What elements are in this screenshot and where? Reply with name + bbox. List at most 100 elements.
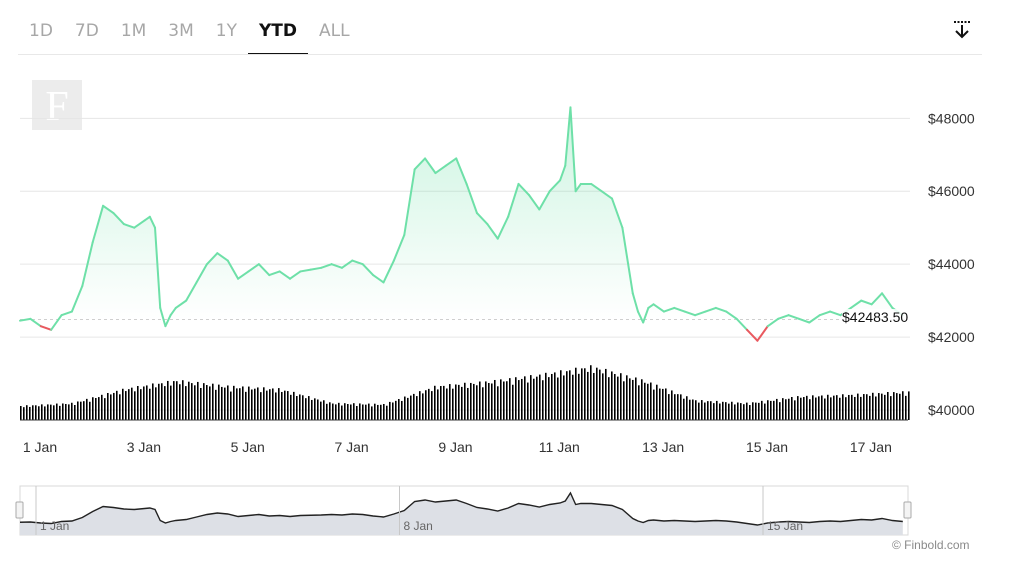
volume-bar bbox=[443, 385, 445, 420]
volume-bar bbox=[269, 389, 271, 420]
price-line-segment bbox=[195, 263, 208, 284]
volume-bar bbox=[743, 404, 745, 420]
price-line-segment bbox=[351, 259, 364, 266]
price-line-segment bbox=[320, 263, 333, 269]
volume-bar bbox=[47, 404, 49, 420]
volume-bar bbox=[887, 391, 889, 420]
volume-bar bbox=[188, 381, 190, 420]
navigator-area bbox=[20, 493, 903, 535]
price-line-segment bbox=[475, 212, 489, 226]
volume-bar bbox=[626, 375, 628, 420]
tab-all[interactable]: ALL bbox=[319, 21, 350, 41]
volume-bar bbox=[272, 388, 274, 420]
volume-bar bbox=[383, 403, 385, 420]
volume-bar bbox=[653, 389, 655, 420]
volume-bar bbox=[554, 372, 556, 420]
volume-bar bbox=[494, 379, 496, 420]
volume-bar bbox=[437, 389, 439, 420]
volume-bar bbox=[596, 367, 598, 420]
volume-bar bbox=[131, 387, 133, 420]
volume-bar bbox=[689, 399, 691, 420]
download-icon[interactable] bbox=[950, 18, 974, 42]
price-line-segment bbox=[205, 252, 219, 266]
volume-bar bbox=[428, 388, 430, 420]
volume-bar bbox=[146, 385, 148, 420]
volume-bar bbox=[485, 381, 487, 420]
volume-bar bbox=[377, 404, 379, 420]
price-line-segment bbox=[642, 306, 650, 324]
volume-bar bbox=[59, 405, 61, 420]
volume-bar bbox=[32, 405, 34, 420]
price-line-segment bbox=[148, 215, 157, 229]
volume-bar bbox=[836, 395, 838, 420]
volume-bar bbox=[464, 382, 466, 420]
volume-bar bbox=[458, 384, 460, 420]
volume-bar bbox=[893, 392, 895, 420]
price-line-segment bbox=[159, 306, 167, 328]
tab-3m[interactable]: 3M bbox=[168, 21, 194, 41]
volume-bar bbox=[197, 381, 199, 420]
volume-bar bbox=[335, 404, 337, 420]
volume-bar bbox=[677, 394, 679, 420]
volume-bar bbox=[824, 398, 826, 420]
navigator-line bbox=[19, 491, 903, 526]
x-tick-label: 15 Jan bbox=[746, 439, 788, 455]
volume-bar bbox=[281, 391, 283, 420]
volume-bar bbox=[515, 377, 517, 420]
volume-bar bbox=[758, 402, 760, 420]
volume-bar bbox=[686, 396, 688, 420]
volume-bar bbox=[53, 405, 55, 420]
volume-bar bbox=[353, 403, 355, 420]
volume-bar bbox=[326, 403, 328, 420]
tab-1m[interactable]: 1M bbox=[120, 21, 147, 41]
volume-bar bbox=[788, 398, 790, 420]
y-tick-label: $48000 bbox=[928, 110, 975, 126]
volume-bar bbox=[176, 381, 178, 420]
volume-bar bbox=[80, 401, 82, 420]
volume-bar bbox=[497, 386, 499, 420]
volume-bar bbox=[704, 402, 706, 420]
volume-bar bbox=[587, 371, 589, 420]
volume-bar bbox=[119, 394, 121, 420]
volume-bar bbox=[35, 405, 37, 420]
price-line-segment bbox=[50, 314, 63, 331]
volume-bar bbox=[650, 382, 652, 420]
volume-bar bbox=[908, 391, 910, 420]
price-line-segment bbox=[662, 306, 676, 313]
volume-bar bbox=[413, 393, 415, 420]
volume-bar bbox=[752, 402, 754, 420]
volume-bar bbox=[29, 406, 31, 420]
volume-bar bbox=[560, 370, 562, 420]
volume-bar bbox=[794, 400, 796, 420]
volume-bar bbox=[290, 394, 292, 420]
volume-bar bbox=[764, 403, 766, 420]
navigator-handle-left[interactable] bbox=[15, 501, 24, 519]
volume-bar bbox=[734, 404, 736, 420]
price-line-segment bbox=[538, 190, 551, 211]
volume-bar bbox=[488, 382, 490, 420]
tab-7d[interactable]: 7D bbox=[74, 21, 99, 41]
tab-1y[interactable]: 1Y bbox=[215, 21, 237, 41]
volume-bar bbox=[179, 384, 181, 420]
tab-1d[interactable]: 1D bbox=[29, 21, 53, 41]
price-line-segment bbox=[797, 317, 811, 324]
navigator-handle-right[interactable] bbox=[903, 501, 912, 519]
volume-bar bbox=[674, 394, 676, 420]
y-tick-label: $40000 bbox=[928, 402, 975, 418]
volume-bar bbox=[608, 377, 610, 420]
volume-bar bbox=[551, 373, 553, 420]
price-line-segment bbox=[652, 303, 665, 313]
volume-bar bbox=[725, 402, 727, 420]
volume-bar bbox=[599, 369, 601, 420]
volume-bar bbox=[713, 403, 715, 420]
volume-bar bbox=[317, 399, 319, 420]
volume-bar bbox=[434, 385, 436, 420]
price-line-segment bbox=[164, 314, 172, 328]
volume-bar bbox=[137, 385, 139, 420]
volume-bar bbox=[263, 387, 265, 420]
volume-bar bbox=[521, 378, 523, 420]
price-line-segment bbox=[631, 292, 639, 313]
volume-bar bbox=[65, 403, 67, 420]
y-tick-label: $42000 bbox=[928, 329, 975, 345]
